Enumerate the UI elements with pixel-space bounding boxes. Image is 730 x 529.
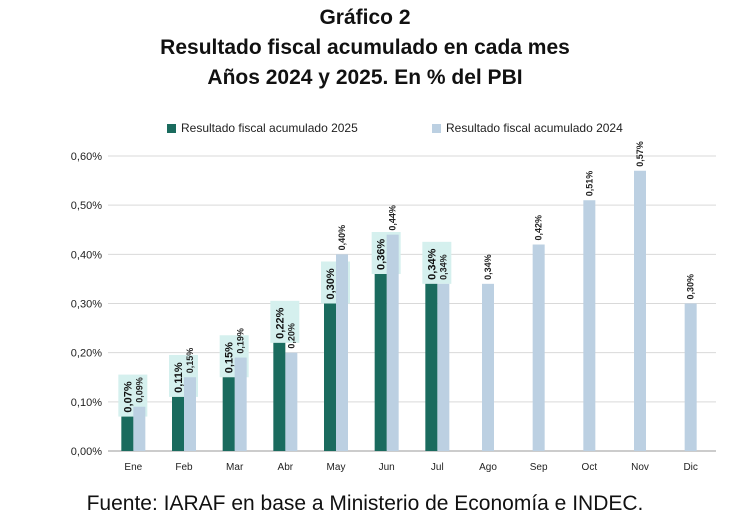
x-tick-label: Sep xyxy=(530,462,548,473)
x-tick-label: Oct xyxy=(582,462,598,473)
x-tick-label: May xyxy=(327,462,346,473)
data-label-2025: 0,15% xyxy=(224,342,236,373)
source-note: Fuente: IARAF en base a Ministerio de Ec… xyxy=(86,492,644,515)
legend-swatch-2024 xyxy=(432,123,441,133)
bar-2024 xyxy=(285,352,298,451)
data-label-2024: 0,57% xyxy=(635,141,645,167)
data-label-2025: 0,22% xyxy=(274,307,286,338)
chart-title-line-2: Resultado fiscal acumulado en cada mes xyxy=(160,36,570,59)
bar-chart: 0,00% 0,10% 0,20% 0,30% 0,40% 0,50% 0,60% Ene Fe… xyxy=(71,141,716,473)
x-tick-label: Mar xyxy=(226,462,244,473)
legend-label-2025: Resultado fiscal acumulado 2025 xyxy=(181,121,358,135)
data-label-2024: 0,34% xyxy=(438,254,448,280)
x-tick-label: Ago xyxy=(479,462,497,473)
bar-2024 xyxy=(482,283,494,451)
chart-title-line-3: Años 2024 y 2025. En % del PBI xyxy=(207,66,523,89)
data-label-background-2025 xyxy=(422,241,452,284)
x-tick-label: Dic xyxy=(683,462,697,473)
bar-2024 xyxy=(184,377,196,451)
y-tick-label: 0,20% xyxy=(71,348,102,360)
bar-2024 xyxy=(234,357,247,451)
data-label-background-2025 xyxy=(270,300,300,343)
data-label-2024: 0,20% xyxy=(286,323,296,349)
data-label-2025: 0,11% xyxy=(173,362,185,393)
legend-swatch-2025 xyxy=(167,123,176,133)
data-label-2024: 0,34% xyxy=(483,254,493,280)
data-label-2024: 0,30% xyxy=(686,274,696,300)
legend-item-2025: Resultado fiscal acumulado 2025 xyxy=(167,121,358,135)
x-tick-label: Jun xyxy=(379,462,395,473)
x-tick-label: Feb xyxy=(175,462,193,473)
data-label-2024: 0,19% xyxy=(236,328,246,354)
y-tick-label: 0,10% xyxy=(71,397,102,409)
data-label-2024: 0,40% xyxy=(337,225,347,251)
bar-2025 xyxy=(222,377,235,451)
y-tick-label: 0,50% xyxy=(71,200,102,212)
y-tick-label: 0,40% xyxy=(71,249,102,261)
bar-2025 xyxy=(273,342,286,451)
data-label-2024: 0,44% xyxy=(388,205,398,231)
y-tick-label: 0,30% xyxy=(71,299,102,311)
data-label-2024: 0,15% xyxy=(185,348,195,374)
bar-2024 xyxy=(532,244,545,451)
bar-2024 xyxy=(634,170,646,451)
x-tick-label: Ene xyxy=(124,462,142,473)
y-tick-label: 0,00% xyxy=(71,446,102,458)
x-tick-label: Nov xyxy=(631,462,649,473)
bar-2025 xyxy=(374,274,387,451)
bar-2024 xyxy=(336,254,348,451)
bar-2024 xyxy=(583,200,596,451)
bar-2025 xyxy=(324,303,336,451)
bar-2024 xyxy=(684,303,697,451)
bar-2024 xyxy=(437,283,450,451)
y-tick-label: 0,60% xyxy=(71,151,102,163)
x-tick-label: Abr xyxy=(278,462,294,473)
data-label-2024: 0,42% xyxy=(534,215,544,241)
legend-label-2024: Resultado fiscal acumulado 2024 xyxy=(446,121,623,135)
bar-2024 xyxy=(133,406,146,451)
x-tick-label: Jul xyxy=(431,462,444,473)
data-label-2025: 0,07% xyxy=(122,381,134,412)
data-label-2025: 0,30% xyxy=(325,268,337,299)
data-label-2024: 0,51% xyxy=(584,171,594,197)
data-label-2025: 0,34% xyxy=(426,248,438,279)
data-label-2025: 0,36% xyxy=(376,239,388,270)
bar-2025 xyxy=(172,396,184,451)
bar-2025 xyxy=(121,416,134,451)
legend-item-2024: Resultado fiscal acumulado 2024 xyxy=(432,121,623,135)
bar-2024 xyxy=(386,234,399,451)
bar-2025 xyxy=(425,283,438,451)
chart-title-line-1: Gráfico 2 xyxy=(319,6,411,29)
data-label-2024: 0,09% xyxy=(134,377,144,403)
